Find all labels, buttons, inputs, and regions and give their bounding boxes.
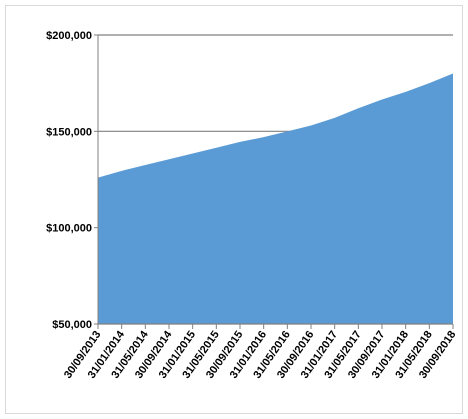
series-layer bbox=[98, 73, 453, 324]
y-tick-labels: $50,000 $100,000 $150,000 $200,000 bbox=[46, 30, 92, 331]
axes bbox=[94, 34, 454, 329]
y-tick-label: $50,000 bbox=[52, 319, 92, 331]
y-tick-label: $200,000 bbox=[46, 30, 92, 42]
x-tick-labels: 30/09/201331/01/201431/05/201430/09/2014… bbox=[62, 328, 458, 381]
y-tick-label: $150,000 bbox=[46, 126, 92, 138]
series-area bbox=[98, 73, 453, 324]
y-tick-label: $100,000 bbox=[46, 223, 92, 235]
